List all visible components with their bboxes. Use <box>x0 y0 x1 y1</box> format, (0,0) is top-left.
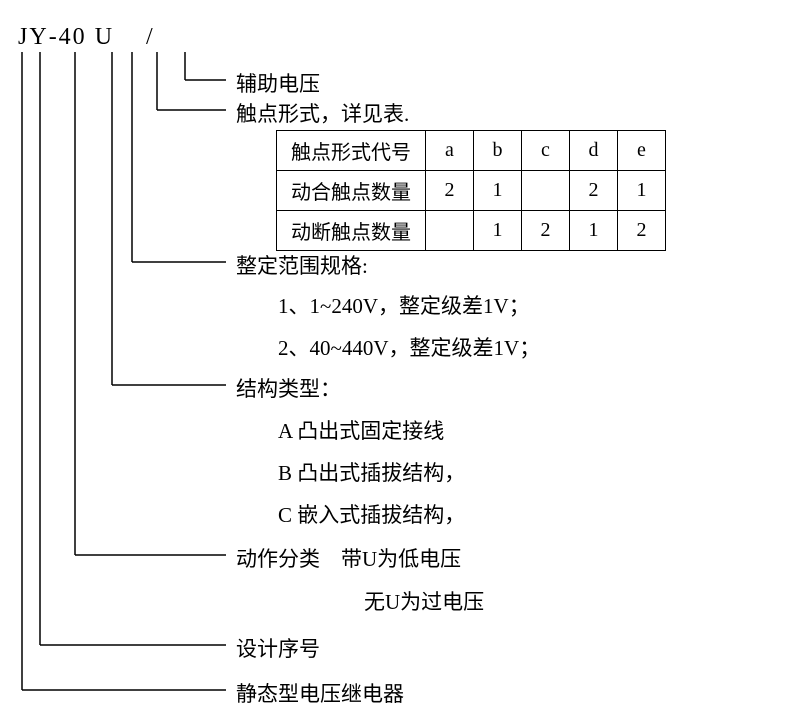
model-part-3: U <box>95 24 114 51</box>
td-r2-1 <box>426 211 474 251</box>
td-r1-1: 2 <box>426 171 474 211</box>
label-structure-c: C 嵌入式插拔结构， <box>278 499 465 529</box>
td-r1-4: 2 <box>570 171 618 211</box>
th-5: e <box>618 131 666 171</box>
model-part-1: Y <box>29 24 48 51</box>
label-static-type: 静态型电压继电器 <box>236 678 404 708</box>
label-design-no: 设计序号 <box>236 633 320 663</box>
td-r2-0: 动断触点数量 <box>277 211 426 251</box>
td-r1-5: 1 <box>618 171 666 211</box>
label-structure-b: B 凸出式插拔结构， <box>278 457 465 487</box>
th-2: b <box>474 131 522 171</box>
td-r1-2: 1 <box>474 171 522 211</box>
label-setting-2: 2、40~440V，整定级差1V； <box>278 332 540 362</box>
td-r2-4: 1 <box>570 211 618 251</box>
th-3: c <box>522 131 570 171</box>
label-structure: 结构类型： <box>236 373 341 403</box>
label-action: 动作分类 带U为低电压 <box>236 543 461 573</box>
td-r1-0: 动合触点数量 <box>277 171 426 211</box>
label-aux-voltage: 辅助电压 <box>236 68 320 98</box>
label-contact-form: 触点形式，详见表. <box>236 98 409 128</box>
table-header-row: 触点形式代号 a b c d e <box>277 131 666 171</box>
contact-table: 触点形式代号 a b c d e 动合触点数量 2 1 2 1 动断触点数量 1… <box>276 130 666 251</box>
table-row: 动合触点数量 2 1 2 1 <box>277 171 666 211</box>
label-setting-range: 整定范围规格: <box>236 250 368 280</box>
td-r2-5: 2 <box>618 211 666 251</box>
th-0: 触点形式代号 <box>277 131 426 171</box>
model-part-6: / <box>146 24 155 51</box>
th-4: d <box>570 131 618 171</box>
label-action-sub: 无U为过电压 <box>364 586 484 616</box>
model-part-0: J <box>18 24 29 51</box>
th-1: a <box>426 131 474 171</box>
label-setting-1: 1、1~240V，整定级差1V； <box>278 290 530 320</box>
model-part-2: -40 <box>49 24 87 51</box>
label-structure-a: A 凸出式固定接线 <box>278 415 444 445</box>
td-r1-3 <box>522 171 570 211</box>
td-r2-2: 1 <box>474 211 522 251</box>
model-number: JY-40 U / <box>18 24 155 51</box>
table-row: 动断触点数量 1 2 1 2 <box>277 211 666 251</box>
td-r2-3: 2 <box>522 211 570 251</box>
